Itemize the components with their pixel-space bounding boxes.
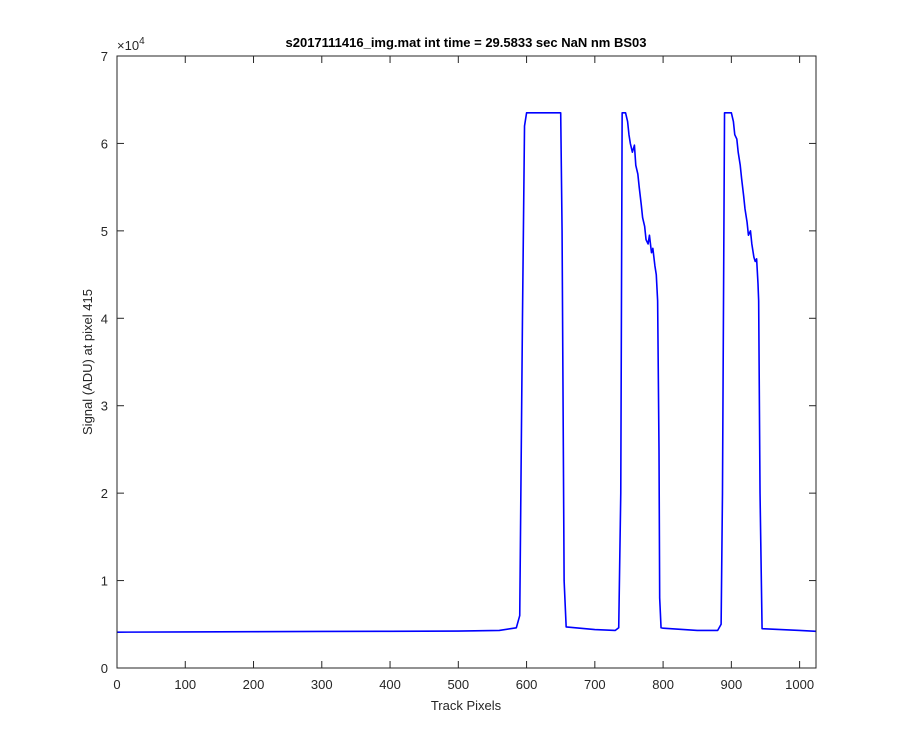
chart-title: s2017111416_img.mat int time = 29.5833 s… xyxy=(286,35,647,50)
x-tick-label: 800 xyxy=(652,677,674,692)
series-line xyxy=(116,112,817,633)
series-layer xyxy=(116,112,817,633)
y-axis-ticks: 0 1 2 3 4 5 6 7 xyxy=(101,49,816,676)
y-exponent-label: ×104 xyxy=(117,36,145,53)
x-tick-label: 300 xyxy=(311,677,333,692)
x-tick-label: 1000 xyxy=(785,677,814,692)
x-tick-label: 200 xyxy=(243,677,265,692)
x-tick-label: 0 xyxy=(113,677,120,692)
x-tick-label: 900 xyxy=(721,677,743,692)
y-tick-label: 1 xyxy=(101,574,108,589)
y-axis-label: Signal (ADU) at pixel 415 xyxy=(80,289,95,435)
y-tick-label: 6 xyxy=(101,136,108,151)
plot-area xyxy=(117,56,816,668)
x-tick-label: 500 xyxy=(447,677,469,692)
x-tick-label: 700 xyxy=(584,677,606,692)
x-tick-label: 400 xyxy=(379,677,401,692)
y-tick-label: 2 xyxy=(101,486,108,501)
x-axis-label: Track Pixels xyxy=(431,698,502,713)
y-tick-label: 4 xyxy=(101,311,108,326)
y-tick-label: 3 xyxy=(101,399,108,414)
y-tick-label: 0 xyxy=(101,661,108,676)
x-tick-label: 100 xyxy=(174,677,196,692)
x-axis-ticks: 0 100 200 300 400 500 600 700 800 900 1000 xyxy=(113,56,814,692)
x-tick-label: 600 xyxy=(516,677,538,692)
axes-box xyxy=(116,55,817,669)
y-tick-label: 5 xyxy=(101,224,108,239)
y-tick-label: 7 xyxy=(101,49,108,64)
